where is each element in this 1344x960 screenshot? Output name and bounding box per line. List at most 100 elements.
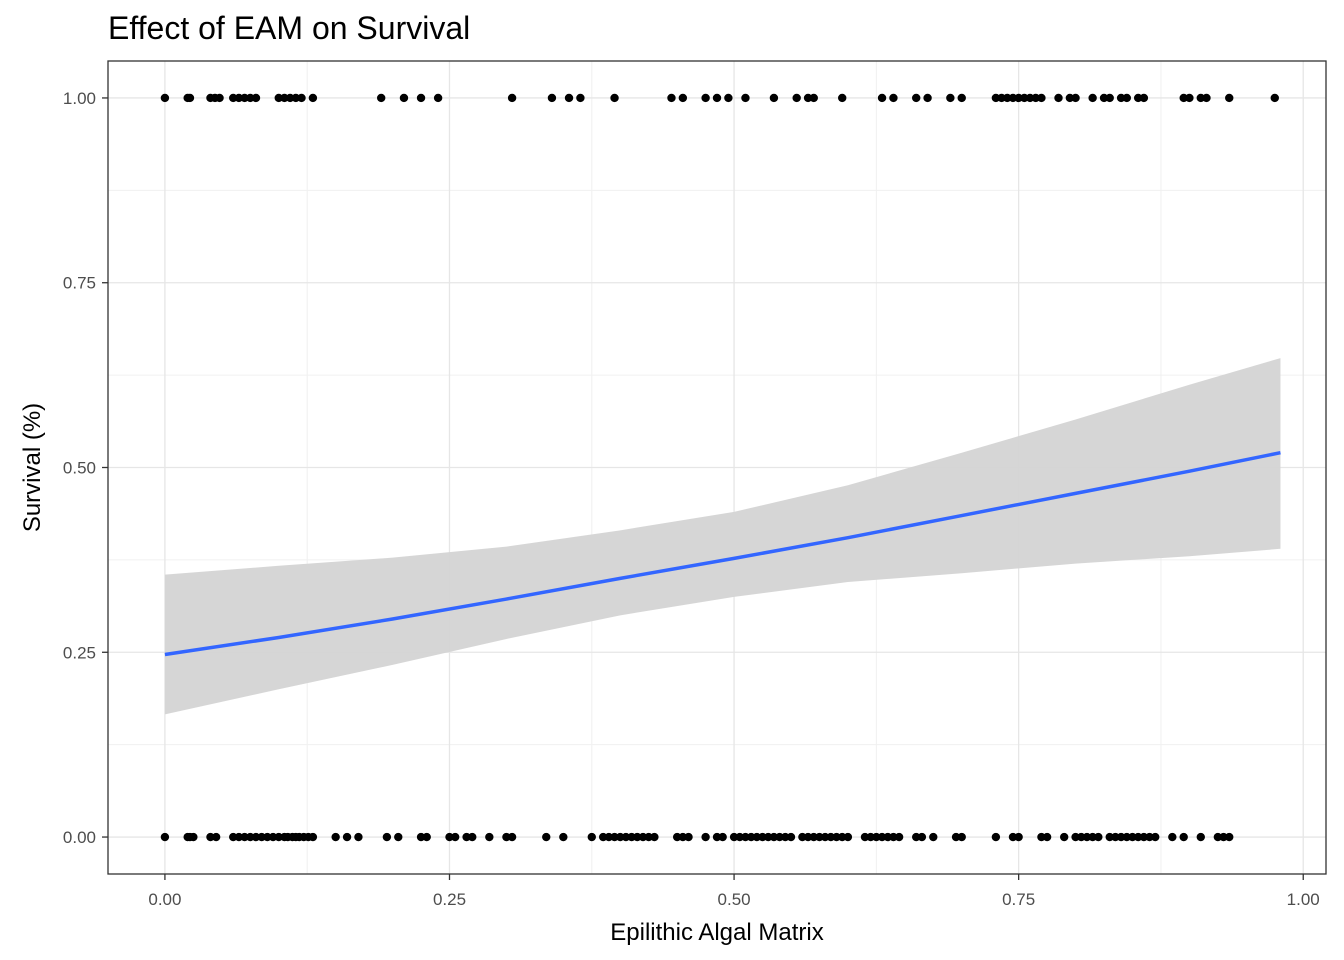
data-point [450, 832, 460, 842]
data-point [1225, 93, 1234, 103]
fit-line [164, 451, 1281, 657]
data-point [308, 93, 318, 103]
data-point [701, 832, 710, 842]
data-point [1059, 832, 1069, 842]
y-tick-label: 0.75 [63, 274, 96, 293]
data-point [297, 93, 306, 103]
data-point [559, 832, 568, 842]
data-point [889, 93, 898, 103]
data-point [382, 832, 392, 842]
data-point [542, 832, 551, 842]
data-point [684, 832, 693, 842]
y-tick-label: 0.25 [63, 643, 96, 662]
data-point [215, 93, 224, 103]
data-point [957, 832, 966, 842]
data-point [587, 832, 596, 842]
data-point [485, 832, 494, 842]
data-point [1151, 832, 1160, 842]
data-point [342, 832, 352, 842]
data-point [894, 832, 904, 842]
data-point [1122, 93, 1131, 103]
data-point [468, 832, 477, 842]
data-point [1054, 93, 1063, 103]
chart-title: Effect of EAM on Survival [108, 10, 471, 46]
data-point [610, 93, 619, 103]
y-tick-label: 0.00 [63, 828, 96, 847]
data-point [741, 93, 750, 103]
data-point [1071, 93, 1080, 103]
data-point [917, 832, 927, 842]
confidence-ribbon [164, 358, 1281, 715]
x-tick-label: 0.75 [1002, 890, 1035, 909]
data-point [701, 93, 710, 103]
data-point [769, 93, 779, 103]
data-point [416, 93, 426, 103]
data-point [838, 93, 847, 103]
data-point [1179, 832, 1188, 842]
data-point [843, 832, 853, 842]
data-point [957, 93, 966, 103]
data-point [1014, 832, 1023, 842]
data-point [507, 832, 517, 842]
data-point [946, 93, 955, 103]
data-point [1139, 93, 1149, 103]
points-layer [160, 93, 1279, 842]
data-point [1094, 832, 1103, 842]
data-point [1225, 832, 1234, 842]
data-point [251, 93, 261, 103]
data-point [185, 93, 195, 103]
data-point [1088, 93, 1097, 103]
data-point [354, 832, 363, 842]
data-point [1168, 832, 1177, 842]
data-point [160, 93, 170, 103]
data-point [1270, 93, 1279, 103]
x-tick-label: 1.00 [1287, 890, 1320, 909]
data-point [1042, 832, 1052, 842]
data-point [678, 93, 688, 103]
data-point [650, 832, 659, 842]
data-point [792, 93, 801, 103]
data-point [433, 93, 443, 103]
data-point [718, 832, 727, 842]
data-point [929, 832, 938, 842]
data-point [422, 832, 431, 842]
data-point [667, 93, 676, 103]
data-point [912, 93, 921, 103]
confidence-ribbon-layer [164, 358, 1281, 715]
y-axis-title: Survival (%) [19, 403, 46, 532]
panel-border [107, 60, 1327, 875]
data-point [786, 832, 796, 842]
data-point [331, 832, 340, 842]
data-point [160, 832, 170, 842]
data-point [376, 93, 386, 103]
data-point [1037, 93, 1046, 103]
data-point [308, 832, 318, 842]
x-tick-label: 0.00 [148, 890, 181, 909]
data-point [877, 93, 887, 103]
data-point [399, 93, 409, 103]
data-point [576, 93, 585, 103]
data-point [809, 93, 818, 103]
x-axis-title: Epilithic Algal Matrix [610, 919, 823, 946]
fit-line-layer [164, 451, 1281, 657]
data-point [1105, 93, 1114, 103]
x-tick-label: 0.25 [433, 890, 466, 909]
data-point [1185, 93, 1194, 103]
axis-layer: 0.00 0.25 0.50 0.75 1.00 0.00 0.25 0.50 0.75 1.00 [63, 89, 1320, 909]
data-point [991, 832, 1001, 842]
data-point [507, 93, 517, 103]
data-point [923, 93, 932, 103]
data-point [189, 832, 198, 842]
data-point [1202, 93, 1211, 103]
data-point [547, 93, 557, 103]
data-point [394, 832, 403, 842]
x-tick-label: 0.50 [718, 890, 751, 909]
y-tick-label: 1.00 [63, 89, 96, 108]
y-tick-label: 0.50 [63, 459, 96, 478]
data-point [1196, 832, 1205, 842]
data-point [712, 93, 722, 103]
data-point [211, 832, 221, 842]
data-point [564, 93, 574, 103]
data-point [724, 93, 733, 103]
